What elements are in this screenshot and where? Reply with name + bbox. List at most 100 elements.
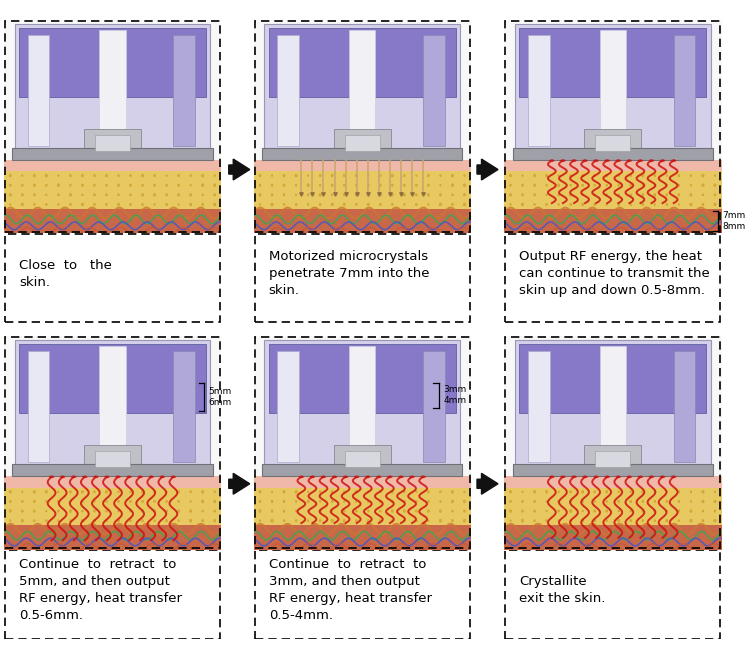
Ellipse shape xyxy=(630,203,632,205)
Ellipse shape xyxy=(678,174,680,177)
Ellipse shape xyxy=(271,203,273,206)
Ellipse shape xyxy=(22,175,23,177)
Ellipse shape xyxy=(666,520,668,522)
Ellipse shape xyxy=(546,194,548,196)
Ellipse shape xyxy=(130,184,131,186)
Ellipse shape xyxy=(22,491,23,493)
Ellipse shape xyxy=(354,475,359,478)
Ellipse shape xyxy=(142,194,144,196)
Ellipse shape xyxy=(320,185,321,186)
Ellipse shape xyxy=(549,159,554,162)
Ellipse shape xyxy=(660,159,665,162)
Ellipse shape xyxy=(118,500,119,503)
Bar xyxy=(519,28,706,96)
Ellipse shape xyxy=(9,184,11,186)
Ellipse shape xyxy=(57,184,59,186)
Ellipse shape xyxy=(137,475,143,478)
Ellipse shape xyxy=(202,184,204,186)
Ellipse shape xyxy=(69,194,71,196)
Ellipse shape xyxy=(605,174,608,177)
Ellipse shape xyxy=(421,475,426,478)
Ellipse shape xyxy=(593,159,598,162)
Ellipse shape xyxy=(130,194,131,196)
Ellipse shape xyxy=(380,203,381,205)
Ellipse shape xyxy=(344,501,345,503)
Ellipse shape xyxy=(534,520,536,522)
Ellipse shape xyxy=(570,520,572,522)
Ellipse shape xyxy=(404,491,405,493)
Ellipse shape xyxy=(616,475,621,478)
Ellipse shape xyxy=(522,175,524,177)
Ellipse shape xyxy=(60,475,65,478)
Bar xyxy=(28,351,50,462)
Ellipse shape xyxy=(416,520,418,522)
Bar xyxy=(4,160,221,171)
Ellipse shape xyxy=(618,491,620,493)
Ellipse shape xyxy=(283,490,285,493)
Ellipse shape xyxy=(582,194,584,196)
Ellipse shape xyxy=(178,500,179,503)
Ellipse shape xyxy=(356,184,357,186)
Ellipse shape xyxy=(380,520,381,522)
Ellipse shape xyxy=(510,203,512,205)
Ellipse shape xyxy=(671,159,676,162)
Ellipse shape xyxy=(521,519,524,522)
Ellipse shape xyxy=(702,510,703,512)
Ellipse shape xyxy=(464,194,466,196)
Ellipse shape xyxy=(33,184,35,186)
Ellipse shape xyxy=(190,510,192,512)
Ellipse shape xyxy=(70,490,71,493)
Ellipse shape xyxy=(202,194,203,196)
Ellipse shape xyxy=(356,510,357,512)
Ellipse shape xyxy=(606,500,608,503)
Ellipse shape xyxy=(654,175,656,177)
FancyArrow shape xyxy=(477,473,498,494)
Ellipse shape xyxy=(404,510,406,512)
Ellipse shape xyxy=(344,491,345,493)
Ellipse shape xyxy=(331,519,333,522)
Ellipse shape xyxy=(166,510,167,512)
Ellipse shape xyxy=(546,520,548,522)
Bar xyxy=(596,451,630,467)
Ellipse shape xyxy=(714,491,716,493)
Bar xyxy=(345,451,380,467)
Ellipse shape xyxy=(690,185,692,186)
Ellipse shape xyxy=(440,501,441,502)
Ellipse shape xyxy=(509,490,512,493)
Ellipse shape xyxy=(533,174,536,177)
Ellipse shape xyxy=(154,500,155,503)
Bar xyxy=(4,476,221,488)
Ellipse shape xyxy=(321,475,326,478)
Ellipse shape xyxy=(118,184,119,186)
Ellipse shape xyxy=(105,490,107,493)
Ellipse shape xyxy=(690,510,692,512)
Ellipse shape xyxy=(308,520,309,522)
Ellipse shape xyxy=(58,175,59,177)
Ellipse shape xyxy=(404,184,405,186)
Ellipse shape xyxy=(214,510,216,512)
Bar xyxy=(95,451,130,467)
Ellipse shape xyxy=(427,490,430,493)
Bar xyxy=(504,233,722,234)
Ellipse shape xyxy=(57,500,59,503)
Bar xyxy=(600,346,625,466)
Bar xyxy=(514,24,711,156)
Ellipse shape xyxy=(616,159,621,162)
Bar xyxy=(19,344,206,413)
Ellipse shape xyxy=(259,174,261,177)
Ellipse shape xyxy=(81,519,83,522)
Ellipse shape xyxy=(70,520,71,522)
Bar xyxy=(513,464,712,476)
Ellipse shape xyxy=(521,184,524,186)
Ellipse shape xyxy=(464,203,466,206)
Ellipse shape xyxy=(284,520,285,522)
Ellipse shape xyxy=(296,184,297,186)
Ellipse shape xyxy=(618,520,620,522)
Ellipse shape xyxy=(178,184,179,186)
Ellipse shape xyxy=(671,475,676,478)
Ellipse shape xyxy=(320,174,321,177)
Ellipse shape xyxy=(166,203,168,206)
Ellipse shape xyxy=(106,194,107,196)
Ellipse shape xyxy=(9,490,11,493)
Ellipse shape xyxy=(296,510,297,512)
